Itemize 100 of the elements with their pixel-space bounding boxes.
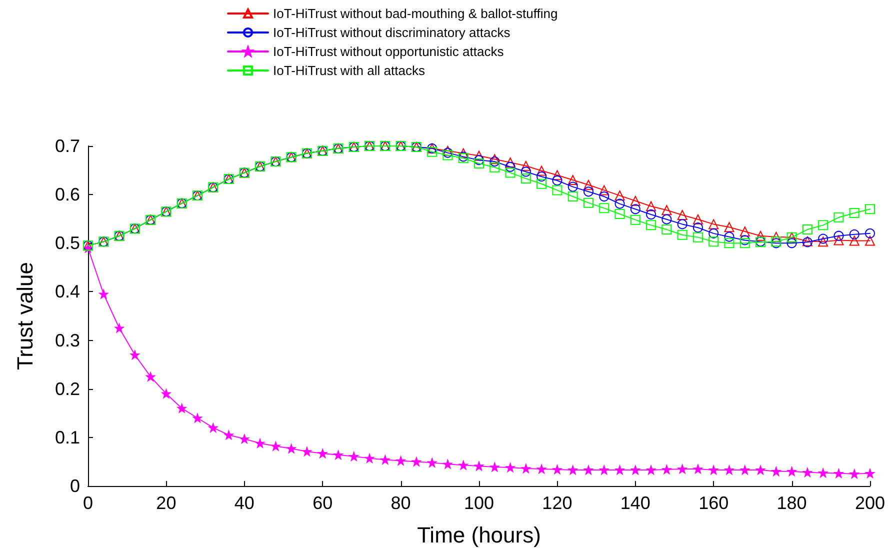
point [662,464,672,474]
point [99,290,108,299]
point [865,228,875,238]
point [208,423,218,432]
point [630,214,640,225]
point [818,220,828,230]
point [630,204,640,214]
point [427,146,438,157]
point [536,178,547,189]
point [380,455,390,464]
point [693,464,702,474]
point [568,465,578,474]
point [443,460,452,469]
point [474,150,484,161]
point [271,442,280,451]
y-tick-label: 0.2 [54,378,80,399]
point [662,214,672,224]
point [771,232,782,242]
point [724,222,734,232]
y-tick-label: 0.6 [54,184,80,205]
point [520,166,531,177]
point [614,190,625,201]
legend-label: IoT-HiTrust without bad-mouthing & ballot-stuffing [273,6,558,21]
point [865,236,875,246]
point [708,219,719,230]
point [834,230,844,241]
point [490,154,500,164]
y-tick-label: 0 [70,476,80,496]
point [849,236,860,246]
point [818,234,828,244]
point [802,224,812,235]
point [834,235,844,246]
y-tick-label: 0.7 [54,136,80,156]
point [599,203,610,214]
point [365,454,374,463]
point [834,212,844,222]
point [428,458,437,468]
point [520,174,531,184]
point [614,209,625,219]
point [552,464,562,474]
x-tick-label: 100 [464,493,494,513]
point [677,210,688,220]
x-tick-label: 120 [542,493,572,513]
point [834,468,844,478]
point [302,447,312,456]
point [802,468,812,477]
point [709,465,718,474]
point [692,214,703,224]
point [224,430,234,440]
x-tick-label: 180 [776,493,807,513]
point [786,238,797,248]
point [490,156,500,167]
point [724,232,734,242]
point [849,229,860,240]
point [724,238,734,248]
point [849,208,860,218]
point [646,220,656,230]
point [740,465,750,474]
y-axis-title: Trust value [12,262,38,370]
point [818,236,828,247]
point [787,466,796,476]
point [599,192,610,202]
point [256,438,265,448]
point [583,180,594,190]
x-tick-label: 60 [312,493,333,513]
point [756,230,766,241]
x-axis-title: Time (hours) [417,522,541,548]
point [740,235,750,246]
point [521,464,530,474]
point [490,162,500,172]
point [850,469,859,478]
x-tick-label: 40 [234,493,254,513]
point [583,186,594,197]
point [865,204,875,214]
y-tick-label: 0.1 [54,427,80,448]
legend-label: IoT-HiTrust without opportunistic attacks [273,44,504,59]
point [866,468,874,478]
point [537,464,546,474]
point [318,448,328,458]
point [506,463,515,472]
point [458,460,468,470]
point [678,464,687,474]
point [600,465,609,474]
point [772,466,781,476]
point [490,462,500,472]
x-tick-label: 160 [698,493,729,513]
point [584,465,593,474]
x-tick-label: 0 [82,493,94,513]
y-tick-label: 0.3 [54,330,80,350]
legend-label: IoT-HiTrust with all attacks [273,63,426,78]
point [474,155,484,166]
point [505,158,516,168]
point [724,465,734,474]
point [146,372,156,382]
point [614,198,625,209]
point [458,148,468,158]
point [599,185,610,196]
x-tick-label: 200 [854,493,886,513]
point [646,201,656,212]
point [520,160,531,171]
